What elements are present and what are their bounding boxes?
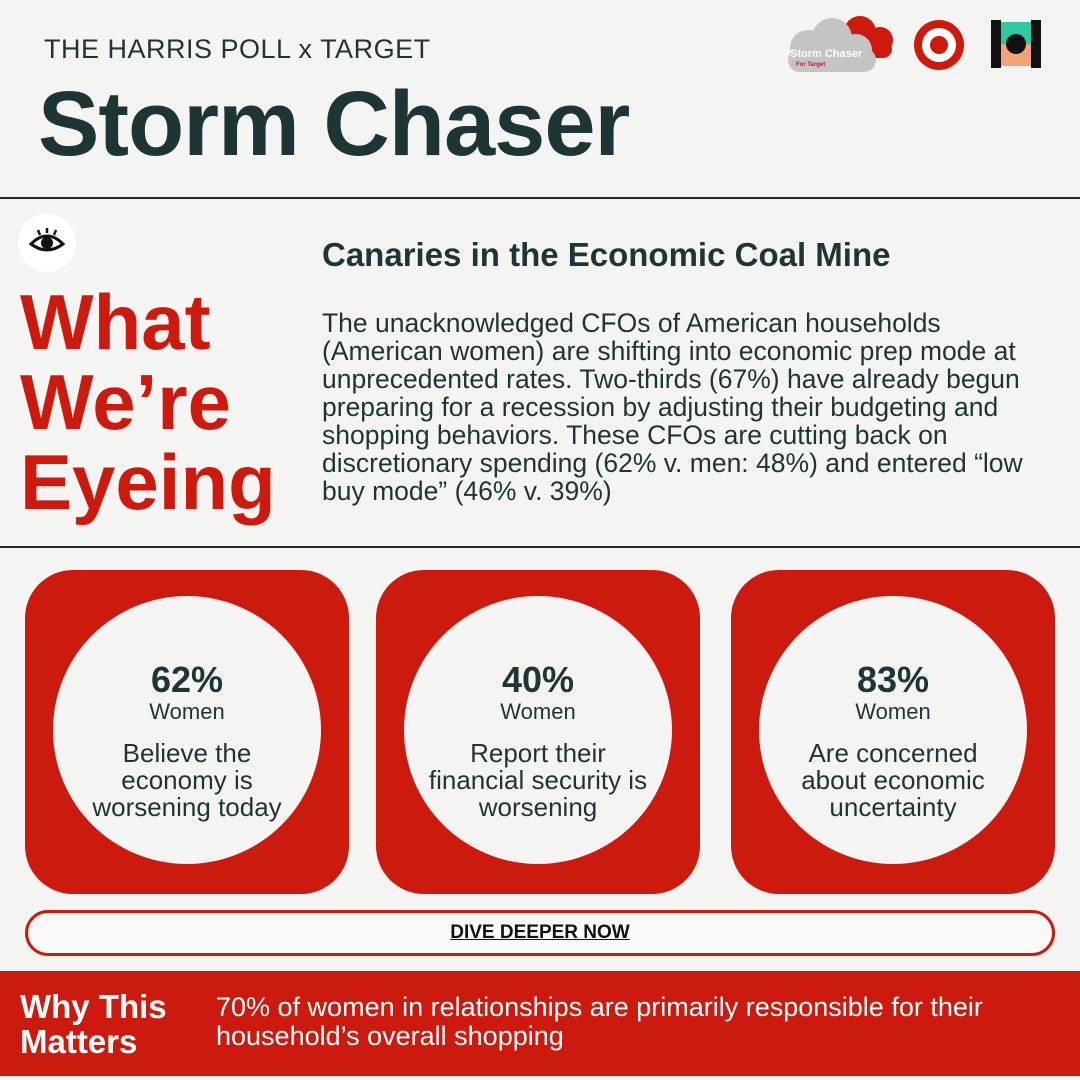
- cloud-icon: [788, 16, 893, 72]
- section-heading: What We’re Eyeing: [20, 282, 276, 522]
- stat-group: Women: [149, 699, 225, 724]
- stat-card: 62% Women Believe the economy is worseni…: [25, 570, 349, 894]
- dive-deeper-button[interactable]: DIVE DEEPER NOW: [25, 910, 1055, 956]
- section-heading-line: Eyeing: [20, 438, 276, 526]
- stat-value: 83%: [856, 659, 930, 700]
- dive-deeper-label: DIVE DEEPER NOW: [450, 922, 630, 943]
- header: THE HARRIS POLL x TARGET Storm Chaser St…: [0, 0, 1080, 198]
- storm-chaser-logo-text: Storm Chaser: [790, 48, 863, 60]
- divider: [0, 197, 1080, 199]
- section-heading-line: We’re: [20, 358, 231, 446]
- footer-text: 70% of women in relationships are primar…: [216, 992, 983, 1051]
- stat-value: 62%: [150, 659, 224, 700]
- page-title: Storm Chaser: [38, 73, 630, 175]
- target-bullseye-icon: [914, 20, 964, 70]
- stat-circle: 62% Women Believe the economy is worseni…: [53, 596, 321, 864]
- stat-description: Believe the economy is worsening today: [92, 738, 282, 822]
- stat-card: 83% Women Are concerned about economic u…: [731, 570, 1055, 894]
- section-body: The unacknowledged CFOs of American hous…: [322, 308, 1023, 506]
- stat-card: 40% Women Report their financial securit…: [376, 570, 700, 894]
- harris-poll-logo: [987, 16, 1043, 72]
- partner-logos: Storm Chaser For Target: [782, 12, 1062, 76]
- harris-h-icon: [991, 20, 1041, 68]
- eyebrow-text: THE HARRIS POLL x TARGET: [44, 34, 431, 64]
- stat-group: Women: [855, 699, 931, 724]
- stat-description: Report their financial security is worse…: [428, 738, 648, 822]
- section-heading-line: What: [20, 278, 211, 366]
- stat-circle: 40% Women Report their financial securit…: [404, 596, 672, 864]
- eye-icon: [28, 228, 66, 252]
- footer-banner: Why This Matters 70% of women in relatio…: [0, 971, 1080, 1080]
- stat-group: Women: [500, 699, 576, 724]
- storm-chaser-logo: Storm Chaser For Target: [782, 12, 900, 76]
- stat-value: 40%: [501, 659, 575, 700]
- section-subheading: Canaries in the Economic Coal Mine: [322, 236, 891, 273]
- stat-description: Are concerned about economic uncertainty: [801, 738, 985, 822]
- target-logo: [912, 18, 966, 72]
- footer-title: Why This Matters: [20, 988, 167, 1060]
- storm-chaser-logo-subtext: For Target: [796, 62, 826, 68]
- stat-circle: 83% Women Are concerned about economic u…: [759, 596, 1027, 864]
- bottom-strip: [0, 1076, 1080, 1080]
- divider: [0, 546, 1080, 548]
- eye-badge: [18, 214, 76, 272]
